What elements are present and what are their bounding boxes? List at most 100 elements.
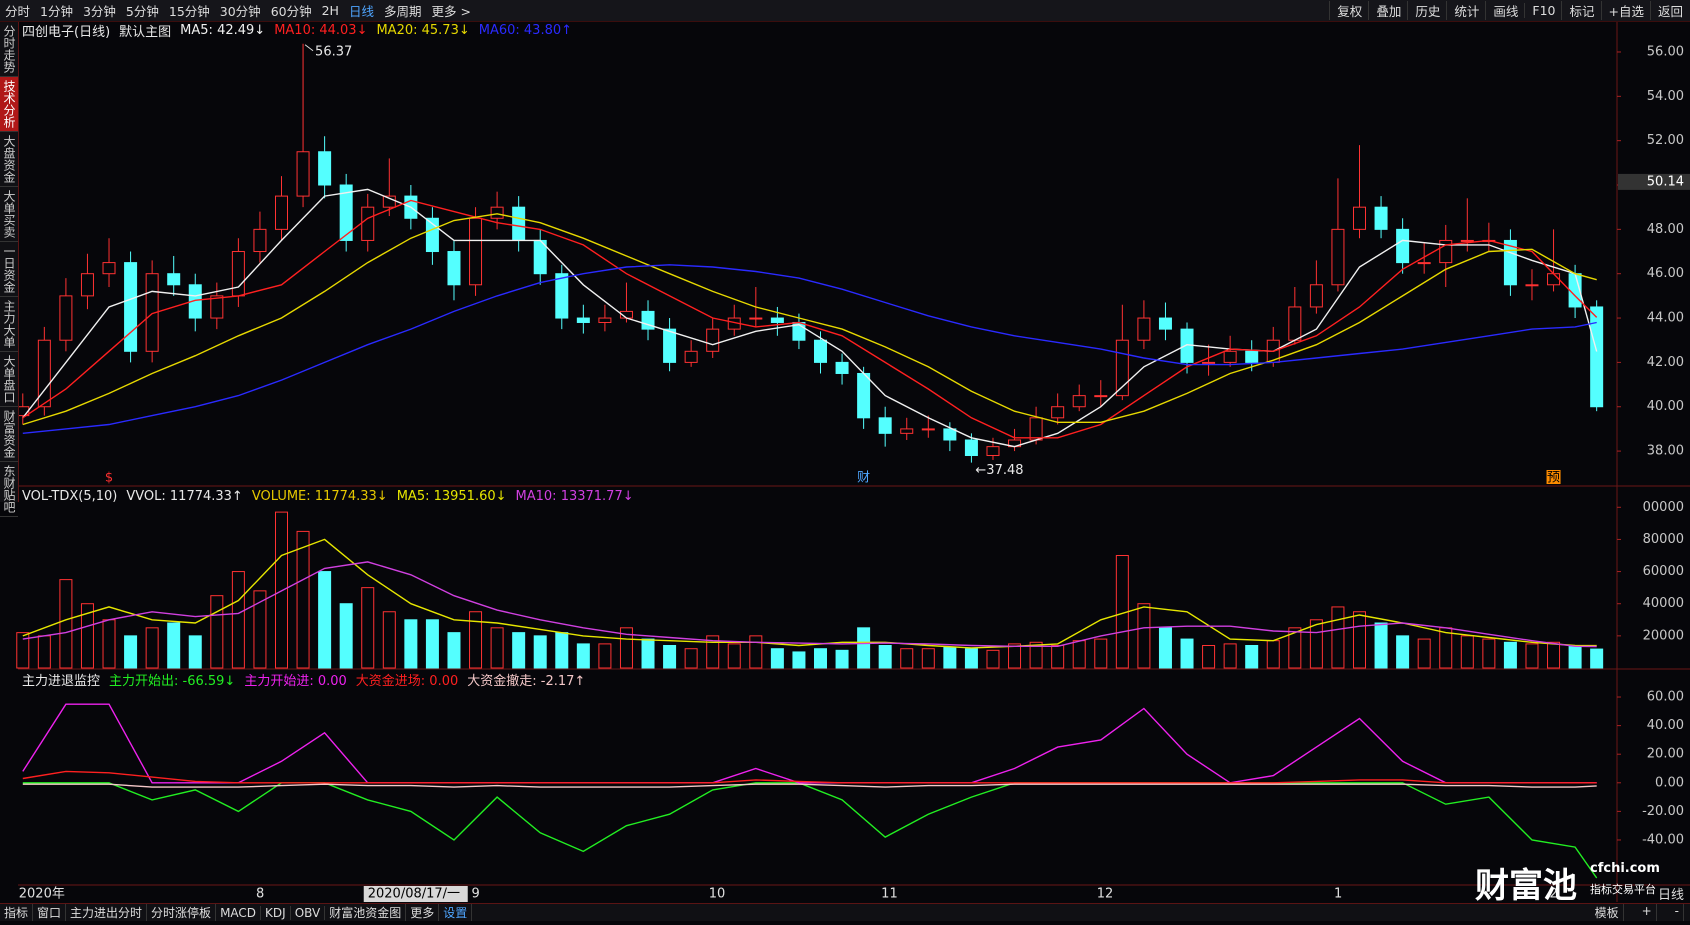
- tab-right-button[interactable]: -: [1671, 904, 1684, 921]
- bottom-tab[interactable]: MACD: [216, 905, 262, 920]
- volume-bar: [943, 646, 957, 669]
- bottom-tab[interactable]: OBV: [291, 905, 326, 920]
- volume-bar: [770, 648, 784, 669]
- period-button[interactable]: 30分钟: [219, 4, 261, 19]
- side-tab[interactable]: 分时走势: [0, 22, 18, 77]
- side-tab[interactable]: 财富资金: [0, 407, 18, 462]
- y-tick-label: 60.00: [1647, 690, 1684, 705]
- period-button[interactable]: 分时: [5, 4, 31, 19]
- candle-body: [80, 273, 94, 297]
- period-button[interactable]: 2H: [321, 3, 339, 18]
- tab-right-button[interactable]: 模板: [1591, 904, 1624, 921]
- candle-body: [663, 328, 677, 363]
- volume-bar: [1180, 638, 1194, 669]
- candle-body: [964, 439, 978, 457]
- volume-bar: [382, 611, 396, 669]
- period-button[interactable]: 60分钟: [270, 4, 312, 19]
- volume-bar: [964, 648, 978, 669]
- x-tick-label: 11: [881, 887, 898, 902]
- tool-button[interactable]: +自选: [1600, 1, 1644, 20]
- x-tick-label: 8: [256, 887, 264, 902]
- bottom-tab[interactable]: 更多: [406, 904, 440, 921]
- period: 日线: [1658, 888, 1685, 903]
- tool-button[interactable]: 叠加: [1368, 1, 1401, 20]
- volume-bar: [1482, 638, 1496, 669]
- tool-button[interactable]: 历史: [1407, 1, 1440, 20]
- candle-body: [684, 350, 698, 363]
- side-tab[interactable]: 大单盘口: [0, 352, 18, 407]
- bottom-tab[interactable]: 分时涨停板: [147, 904, 217, 921]
- period-button[interactable]: 15分钟: [168, 4, 210, 19]
- volume-bar: [1374, 622, 1388, 669]
- tab-right-button[interactable]: +: [1638, 904, 1657, 921]
- bottom-tab[interactable]: 窗口: [33, 904, 67, 921]
- candle-body: [1158, 317, 1172, 330]
- volume-bar: [469, 611, 483, 669]
- candle-body: [1245, 350, 1259, 363]
- bottom-tab[interactable]: KDJ: [261, 905, 291, 920]
- period-button[interactable]: 日线: [348, 4, 374, 19]
- period-button[interactable]: 1分钟: [40, 4, 73, 19]
- volume-bar: [80, 603, 94, 669]
- tool-button[interactable]: 统计: [1446, 1, 1479, 20]
- volume-bar: [124, 635, 138, 669]
- bottom-tab[interactable]: 指标: [0, 904, 34, 921]
- side-tab[interactable]: 大盘资金: [0, 132, 18, 187]
- side-tab[interactable]: 大单买卖: [0, 187, 18, 242]
- candle-body: [102, 262, 116, 275]
- volume-bar: [921, 648, 935, 669]
- period-button[interactable]: 3分钟: [82, 4, 116, 19]
- volume-bar: [339, 603, 353, 669]
- bottom-tab[interactable]: 主力进出分时: [66, 904, 148, 921]
- indicator-title: 主力进退监控: [22, 673, 101, 689]
- side-tab[interactable]: 技术分析: [0, 77, 18, 132]
- candle-body: [835, 361, 849, 374]
- y-tick-label: 42.00: [1647, 355, 1684, 370]
- volume-bar: [1309, 619, 1323, 669]
- candle-body: [921, 428, 935, 431]
- y-tick-label: 56.00: [1647, 44, 1684, 59]
- tool-button[interactable]: 标记: [1561, 1, 1595, 20]
- period-button[interactable]: 更多 >: [431, 4, 471, 19]
- period-button[interactable]: 多周期: [383, 4, 422, 19]
- tool-button[interactable]: 复权: [1329, 1, 1362, 20]
- legend-entry: MA10: 13371.77↓: [515, 488, 634, 504]
- candle-body: [986, 446, 1000, 457]
- bottom-tab[interactable]: 设置: [439, 904, 473, 921]
- volume-bar: [1223, 643, 1237, 669]
- tool-button[interactable]: F10: [1524, 3, 1555, 18]
- bottom-tab[interactable]: 财富池资金图: [325, 904, 407, 921]
- legend-entry: 主力开始进: 0.00: [244, 673, 347, 689]
- site: cfchi.com: [1590, 861, 1660, 876]
- template-name: 默认主图: [119, 24, 172, 40]
- line-series: [22, 199, 1598, 439]
- candle-body: [857, 372, 871, 419]
- candle-body: [598, 317, 612, 323]
- line-series: [22, 703, 1597, 784]
- legend-entry: MA5: 13951.60↓: [396, 488, 507, 504]
- side-tab[interactable]: 主力大单: [0, 297, 18, 352]
- candle-body: [1590, 306, 1604, 408]
- slogan: 指标交易平台: [1590, 883, 1656, 896]
- tool-button[interactable]: 画线: [1485, 1, 1518, 20]
- candle-body: [361, 206, 375, 241]
- side-tab[interactable]: 东财贴吧: [0, 462, 18, 517]
- cursor-date: 2020/08/17/一: [368, 887, 460, 902]
- candle-body: [318, 151, 332, 186]
- volume-bar: [188, 635, 202, 669]
- volume-bar: [1331, 606, 1345, 669]
- y-tick-label: 40.00: [1647, 399, 1684, 414]
- volume-bar: [986, 649, 1000, 669]
- volume-bar: [576, 643, 590, 669]
- candle-body: [1331, 228, 1345, 286]
- y-tick-label: 54.00: [1647, 89, 1684, 104]
- tool-button[interactable]: 返回: [1649, 1, 1683, 20]
- side-tab[interactable]: 一日资金: [0, 242, 18, 297]
- volume-bar: [619, 627, 633, 669]
- volume-bar: [1439, 627, 1453, 669]
- volume-bar: [1137, 603, 1151, 669]
- event-marker: $: [105, 471, 113, 486]
- period-button[interactable]: 5分钟: [125, 4, 159, 19]
- volume-bar: [641, 638, 655, 669]
